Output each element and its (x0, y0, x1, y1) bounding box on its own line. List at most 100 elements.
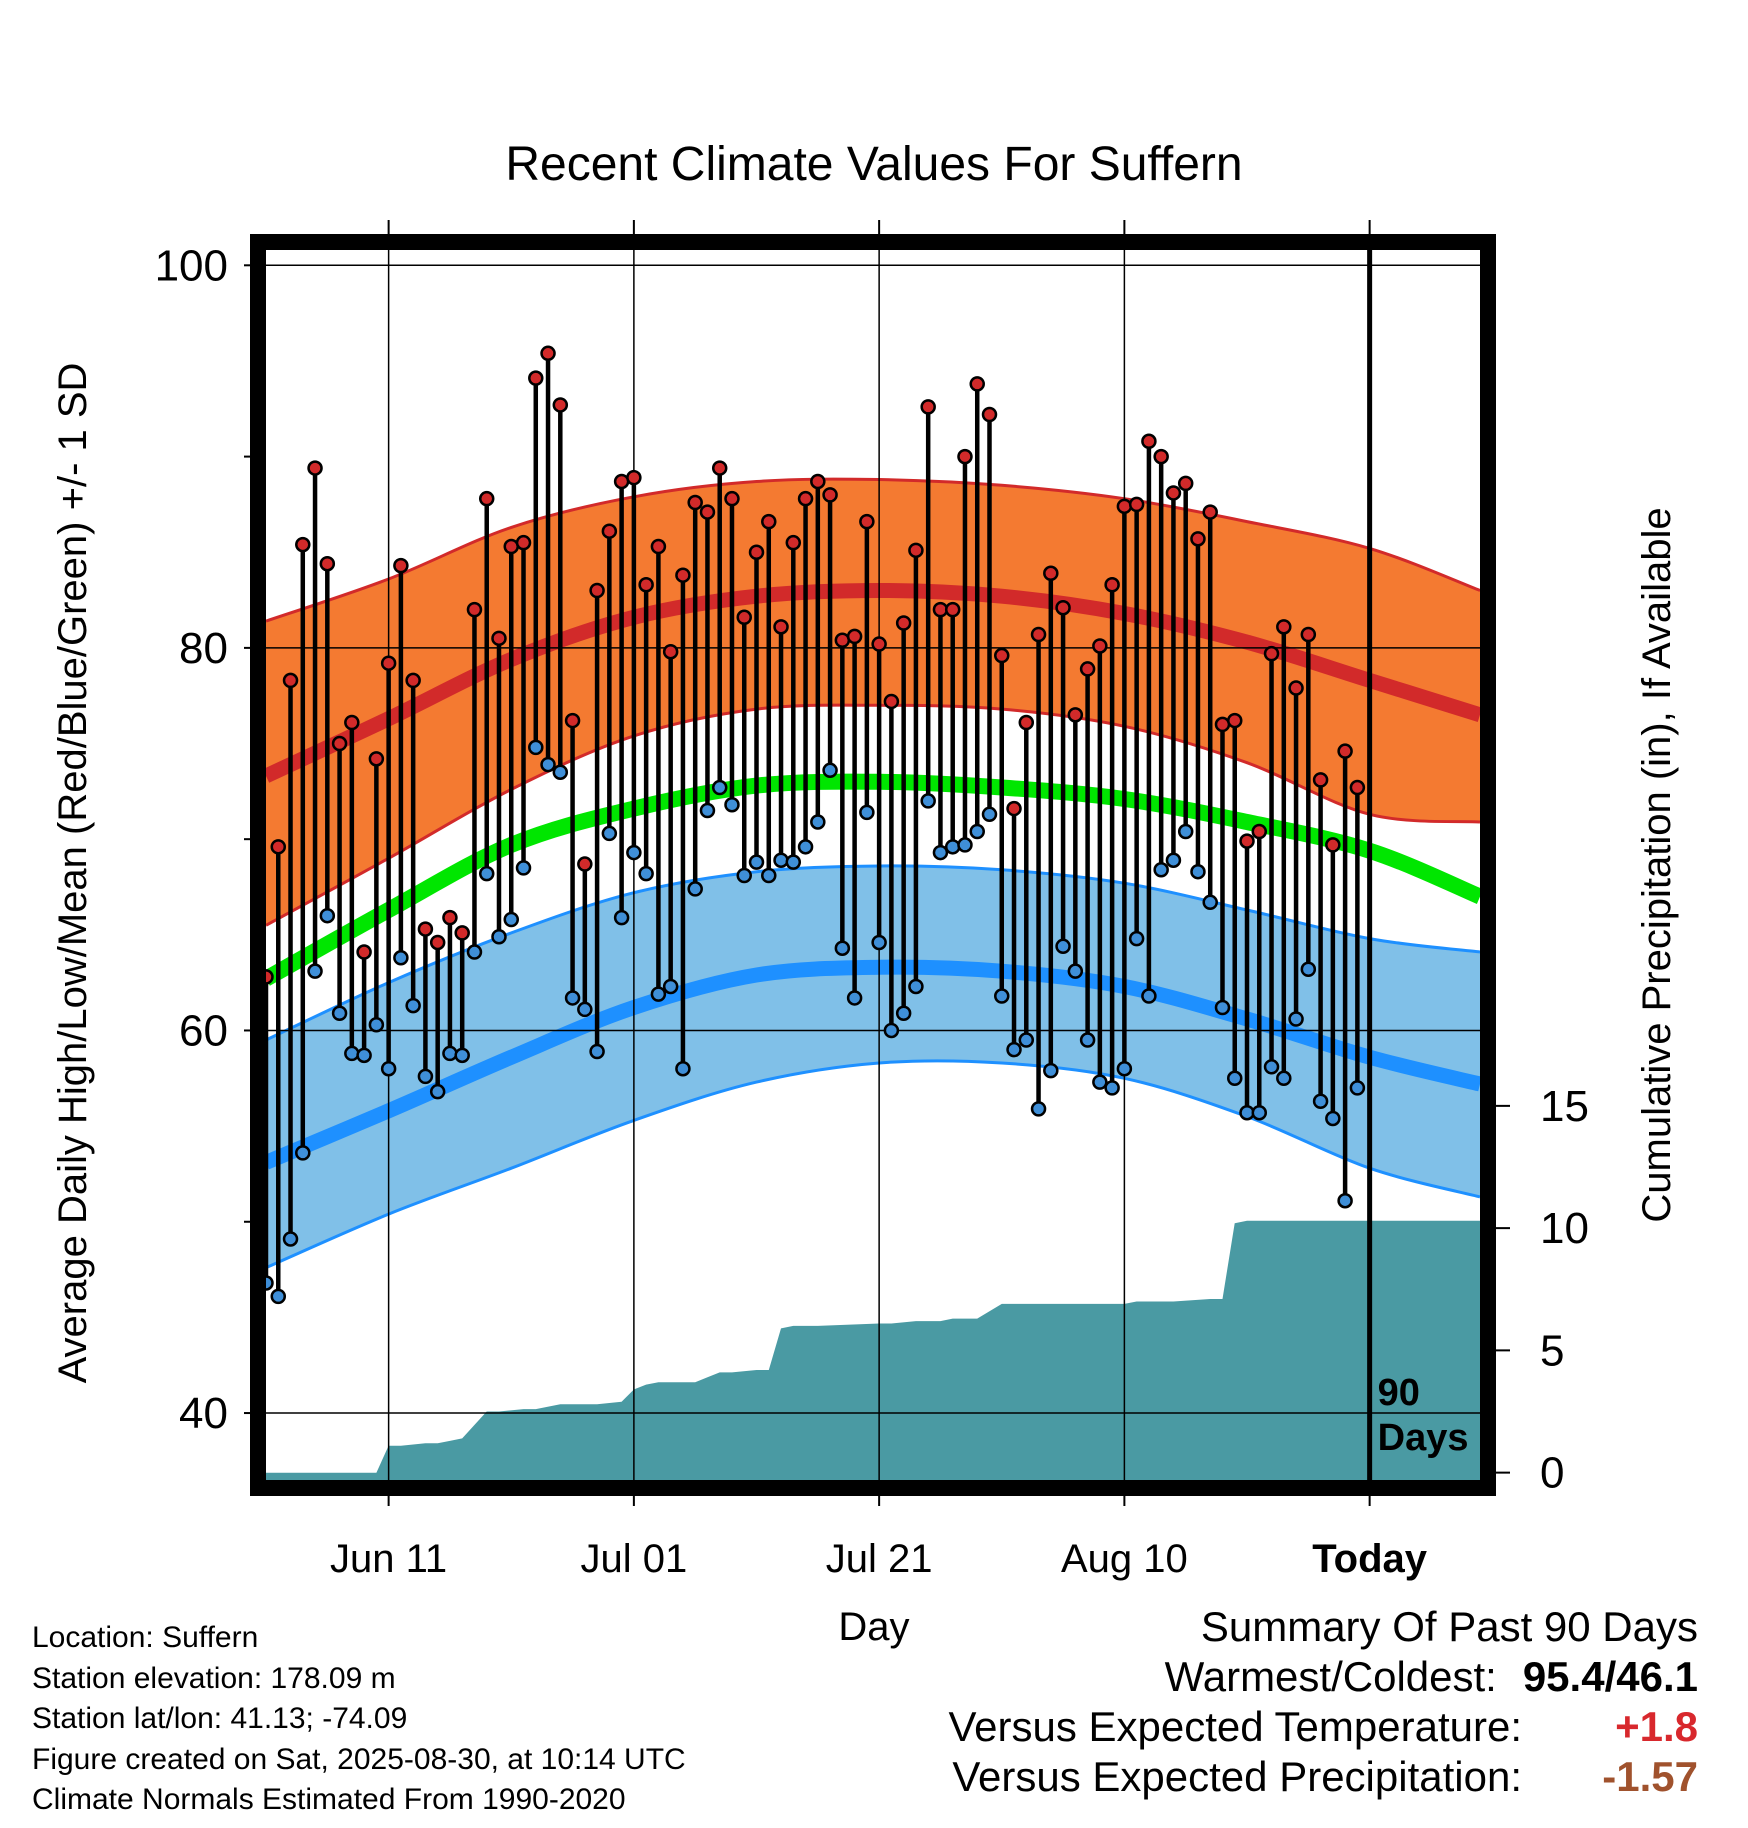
today-days-label-number: 90 (1378, 1372, 1420, 1414)
daily-high-point (785, 534, 802, 551)
daily-high-point (994, 647, 1010, 664)
daily-low-point (344, 1045, 360, 1062)
daily-low-point (834, 940, 851, 956)
daily-data-layer (258, 345, 1366, 1305)
daily-high-point (1337, 743, 1353, 759)
daily-high-point (675, 567, 691, 583)
daily-low-point (515, 860, 532, 876)
daily-high-point (307, 460, 323, 476)
daily-low-point (331, 1005, 348, 1022)
daily-high-point (1104, 577, 1120, 593)
y-tick-label: 100 (155, 241, 228, 290)
daily-high-point (1251, 823, 1268, 840)
daily-low-point (1141, 988, 1157, 1004)
daily-low-point (442, 1045, 458, 1062)
daily-high-point (1177, 475, 1194, 492)
daily-low-point (1006, 1041, 1022, 1058)
daily-low-point (368, 1016, 385, 1033)
warm-cold-label: Warmest/Coldest: (1164, 1653, 1497, 1700)
daily-low-point (981, 806, 998, 823)
daily-low-point (307, 963, 323, 979)
daily-low-point (711, 779, 728, 796)
daily-high-point (944, 601, 961, 618)
daily-high-point (564, 712, 581, 729)
warm-cold-value: 95.4/46.1 (1522, 1653, 1698, 1700)
daily-high-point (626, 469, 642, 486)
daily-high-point (748, 544, 765, 560)
daily-low-point (994, 988, 1010, 1004)
daily-low-point (908, 978, 924, 995)
daily-high-point (638, 577, 654, 593)
daily-high-point (650, 538, 667, 555)
daily-high-point (1079, 661, 1096, 677)
daily-high-point (356, 944, 372, 960)
daily-low-point (282, 1231, 299, 1247)
daily-low-point (1067, 963, 1084, 979)
daily-low-point (564, 990, 581, 1006)
daily-low-point (699, 802, 716, 819)
daily-low-point (1214, 999, 1231, 1016)
daily-high-point (1263, 645, 1280, 662)
x-tick-label: Jul 01 (581, 1537, 688, 1581)
daily-low-point (1128, 930, 1145, 947)
x-axis-label: Day (838, 1605, 909, 1649)
cumulative-precip-area (266, 1220, 1480, 1480)
daily-high-point (380, 655, 397, 671)
daily-high-point (344, 714, 360, 731)
daily-high-point (822, 487, 838, 503)
daily-high-point (711, 460, 728, 476)
daily-low-point (540, 756, 556, 773)
daily-high-point (662, 643, 679, 660)
daily-high-point (601, 523, 618, 539)
daily-high-point (761, 513, 777, 530)
daily-high-point (577, 856, 593, 872)
summary-warm-cold: Warmest/Coldest: 95.4/46.1 (948, 1652, 1698, 1702)
daily-low-point (932, 844, 949, 861)
daily-low-point (1202, 894, 1218, 911)
daily-high-point (1030, 626, 1047, 643)
daily-low-point (859, 804, 875, 821)
daily-high-point (368, 751, 385, 767)
high-sd-band (266, 479, 1480, 926)
daily-low-point (761, 867, 777, 884)
plot-frame (250, 234, 1496, 1496)
daily-low-point (1055, 938, 1071, 955)
daily-low-point (1092, 1074, 1108, 1090)
y-tick-label: 60 (179, 1006, 228, 1055)
daily-low-point (1288, 1011, 1304, 1027)
info-location: Location: Suffern (32, 1621, 259, 1654)
today-days-label-word: Days (1378, 1417, 1469, 1459)
daily-low-point (736, 867, 752, 884)
daily-low-point (1349, 1080, 1366, 1096)
daily-high-point (515, 534, 532, 551)
daily-low-point (920, 793, 936, 809)
y2-tick-label: 0 (1540, 1449, 1564, 1498)
daily-high-point (429, 934, 446, 951)
daily-low-point (969, 823, 985, 840)
daily-high-point (736, 609, 752, 626)
daily-high-point (687, 494, 703, 511)
y2-axis-label: Cumulative Precipitation (in), If Availa… (1635, 507, 1679, 1222)
daily-low-point (295, 1145, 311, 1161)
info-latlon: Station lat/lon: 41.13; -74.09 (32, 1702, 408, 1735)
daily-low-point (773, 852, 789, 868)
daily-low-point (748, 854, 765, 870)
daily-high-point (295, 536, 311, 553)
daily-low-point (528, 739, 544, 756)
daily-high-point (810, 473, 826, 490)
daily-low-point (1116, 1060, 1133, 1077)
daily-high-point (895, 615, 912, 631)
x-tick-label: Aug 10 (1061, 1537, 1188, 1581)
summary-precip: Versus Expected Precipitation: -1.57 (948, 1752, 1698, 1802)
x-tick-label: Today (1312, 1537, 1428, 1581)
y-tick-label: 40 (179, 1389, 228, 1438)
daily-high-point (331, 735, 348, 752)
daily-high-point (908, 542, 924, 559)
summary-temp: Versus Expected Temperature: +1.8 (948, 1702, 1698, 1752)
daily-high-point (920, 399, 936, 415)
daily-low-point (1018, 1032, 1035, 1048)
daily-low-point (429, 1083, 446, 1100)
daily-high-point (1006, 800, 1022, 817)
plot-border (250, 234, 1496, 1496)
daily-high-point (859, 513, 875, 530)
